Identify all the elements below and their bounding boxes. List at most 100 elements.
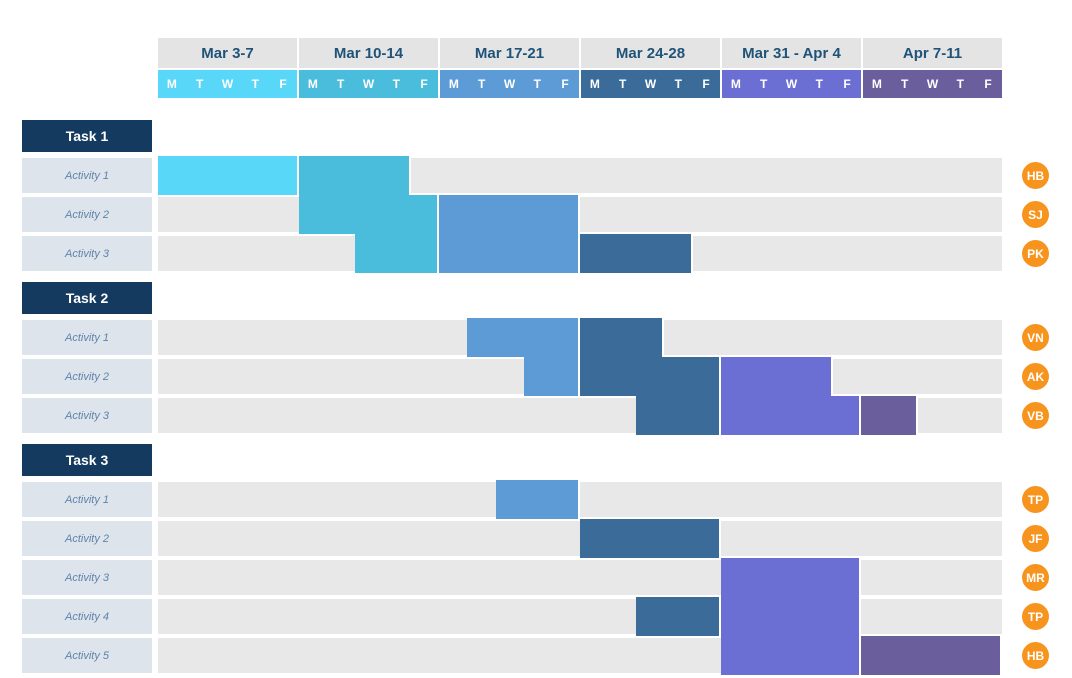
gantt-bar-segment <box>580 318 665 357</box>
day-letter: F <box>702 77 710 91</box>
assignee-avatar: SJ <box>1022 201 1049 228</box>
day-letter: F <box>561 77 569 91</box>
gantt-bar-segment <box>158 156 299 195</box>
activity-track <box>158 519 1002 558</box>
gantt-bar-segment <box>354 234 440 273</box>
day-letter: W <box>503 77 516 91</box>
task-header-label: Task 3 <box>22 444 152 476</box>
activity-row: Activity 5 HB <box>22 636 1050 675</box>
gantt-bar-segment <box>720 357 834 396</box>
assignee-avatar: TP <box>1022 603 1049 630</box>
day-letter: T <box>956 77 964 91</box>
gantt-bar-segment <box>439 234 580 273</box>
activity-track <box>158 234 1002 273</box>
day-letter: W <box>362 77 375 91</box>
gantt-bar-segment <box>298 195 440 234</box>
week-header-row: Mar 3-7 Mar 10-14 Mar 17-21 Mar 24-28 Mar 31… <box>158 38 1002 68</box>
day-letter: M <box>871 77 882 91</box>
activity-row: Activity 2 AK <box>22 357 1050 396</box>
activity-track <box>158 396 1002 435</box>
activity-row: Activity 2 JF <box>22 519 1050 558</box>
day-letter: F <box>279 77 287 91</box>
gantt-bar-segment <box>580 357 721 396</box>
assignee-avatar: HB <box>1022 162 1049 189</box>
gantt-bar-segment <box>467 318 580 357</box>
gantt-bar-segment <box>439 195 580 234</box>
gantt-bar-segment <box>861 396 918 435</box>
gantt-bar-segment <box>720 558 862 597</box>
day-letter: T <box>815 77 823 91</box>
activity-row: Activity 2 SJ <box>22 195 1050 234</box>
activity-track <box>158 156 1002 195</box>
gantt-bar-segment <box>580 234 693 273</box>
task-header-label: Task 2 <box>22 282 152 314</box>
activity-track <box>158 597 1002 636</box>
activity-track <box>158 318 1002 357</box>
gantt-bar-segment <box>580 519 721 558</box>
activity-track <box>158 195 1002 234</box>
activity-track <box>158 357 1002 396</box>
day-letter: F <box>843 77 851 91</box>
assignee-avatar: MR <box>1022 564 1049 591</box>
gantt-bar-segment <box>720 597 862 636</box>
activity-label: Activity 1 <box>22 320 152 355</box>
activity-label: Activity 4 <box>22 599 152 634</box>
activity-label: Activity 1 <box>22 158 152 193</box>
assignee-avatar: TP <box>1022 486 1049 513</box>
day-letter: T <box>251 77 259 91</box>
activity-label: Activity 3 <box>22 560 152 595</box>
activity-label: Activity 3 <box>22 236 152 271</box>
day-letter: T <box>674 77 682 91</box>
gantt-bar-segment <box>636 597 721 636</box>
day-letter: W <box>644 77 657 91</box>
week-header-cell: Mar 17-21 <box>440 38 579 68</box>
activity-row: Activity 3 PK <box>22 234 1050 273</box>
assignee-avatar: JF <box>1022 525 1049 552</box>
task-row: Task 1 <box>22 120 1050 152</box>
activity-row: Activity 1 VN <box>22 318 1050 357</box>
assignee-avatar: PK <box>1022 240 1049 267</box>
day-letter: T <box>533 77 541 91</box>
activity-label: Activity 3 <box>22 398 152 433</box>
day-letter: T <box>760 77 768 91</box>
activity-label: Activity 5 <box>22 638 152 673</box>
day-letter: W <box>785 77 798 91</box>
activity-label: Activity 2 <box>22 521 152 556</box>
assignee-avatar: HB <box>1022 642 1049 669</box>
gantt-bar-segment <box>720 396 862 435</box>
activity-track <box>158 558 1002 597</box>
day-letter: W <box>926 77 939 91</box>
week-header-cell: Mar 10-14 <box>299 38 438 68</box>
week-header-cell: Mar 24-28 <box>581 38 720 68</box>
gantt-bar-segment <box>298 156 412 195</box>
day-letter: T <box>392 77 400 91</box>
gantt-bar-segment <box>495 480 580 519</box>
gantt-bar-segment <box>523 357 580 396</box>
activity-label: Activity 2 <box>22 197 152 232</box>
activity-track <box>158 480 1002 519</box>
activity-track <box>158 636 1002 675</box>
assignee-avatar: VB <box>1022 402 1049 429</box>
day-letter: M <box>730 77 741 91</box>
day-letter: M <box>448 77 459 91</box>
day-letter: W <box>221 77 234 91</box>
week-header-cell: Mar 31 - Apr 4 <box>722 38 861 68</box>
gantt-bar-segment <box>636 396 721 435</box>
day-letter: T <box>337 77 345 91</box>
gantt-bar-segment <box>720 636 862 675</box>
day-letter: T <box>619 77 627 91</box>
week-header-cell: Apr 7-11 <box>863 38 1002 68</box>
assignee-avatar: VN <box>1022 324 1049 351</box>
gantt-bar-segment <box>861 636 1002 675</box>
activity-row: Activity 1 TP <box>22 480 1050 519</box>
activity-label: Activity 1 <box>22 482 152 517</box>
activity-row: Activity 3 MR <box>22 558 1050 597</box>
day-letter: F <box>420 77 428 91</box>
